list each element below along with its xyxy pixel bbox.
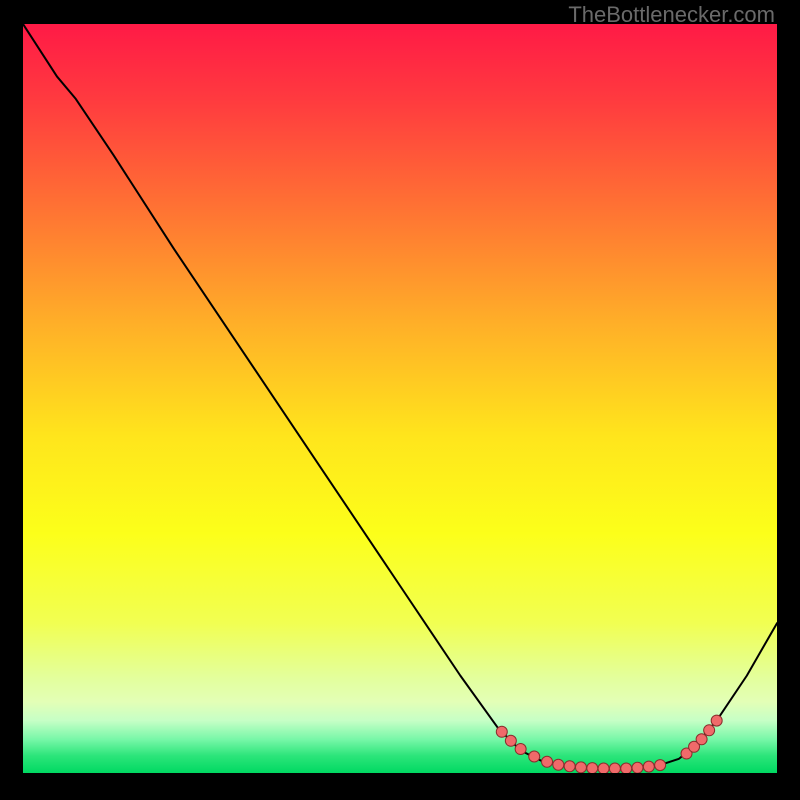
data-marker (529, 751, 540, 762)
data-marker (564, 761, 575, 772)
data-marker (609, 763, 620, 773)
frame-left (0, 0, 23, 800)
gradient-background (23, 24, 777, 773)
watermark-text: TheBottlenecker.com (568, 2, 775, 28)
plot-area (23, 24, 777, 773)
data-marker (515, 744, 526, 755)
data-marker (575, 762, 586, 773)
data-marker (643, 761, 654, 772)
data-marker (598, 763, 609, 773)
data-marker (711, 715, 722, 726)
data-marker (505, 735, 516, 746)
data-marker (704, 725, 715, 736)
data-marker (696, 734, 707, 745)
frame-bottom (0, 773, 800, 800)
data-marker (587, 763, 598, 773)
data-marker (632, 762, 643, 773)
chart-svg (23, 24, 777, 773)
data-marker (655, 760, 666, 771)
data-marker (621, 763, 632, 773)
frame-right (777, 0, 800, 800)
data-marker (542, 756, 553, 767)
data-marker (496, 726, 507, 737)
data-marker (553, 759, 564, 770)
